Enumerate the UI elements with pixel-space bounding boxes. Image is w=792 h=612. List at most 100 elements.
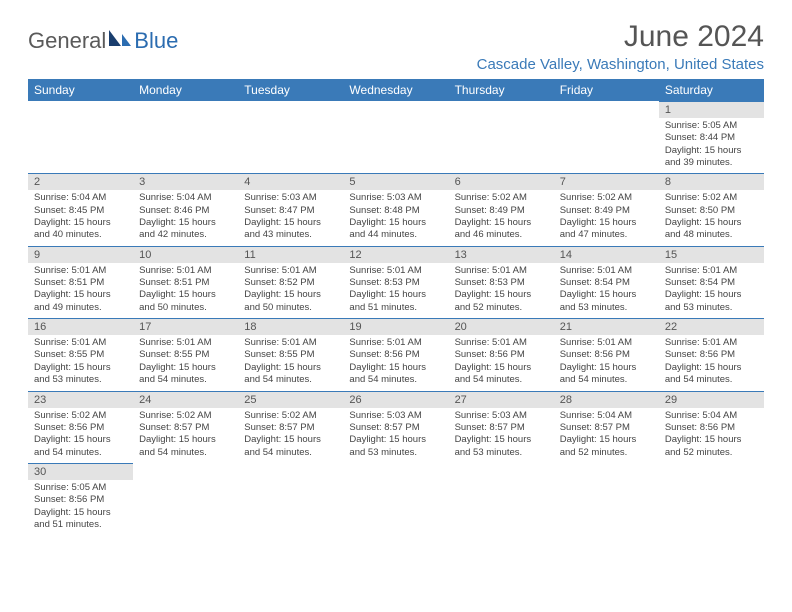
daylight-line: Daylight: 15 hours and 53 minutes. bbox=[665, 289, 758, 314]
weekday-header-row: Sunday Monday Tuesday Wednesday Thursday… bbox=[28, 79, 764, 101]
sunrise-line: Sunrise: 5:01 AM bbox=[349, 337, 442, 349]
day-number: 2 bbox=[28, 173, 133, 190]
sunset-line: Sunset: 8:48 PM bbox=[349, 205, 442, 217]
day-number: 1 bbox=[659, 101, 764, 118]
daylight-line: Daylight: 15 hours and 53 minutes. bbox=[455, 434, 548, 459]
day-number: 13 bbox=[449, 246, 554, 263]
location-label: Cascade Valley, Washington, United State… bbox=[477, 56, 764, 73]
daylight-line: Daylight: 15 hours and 54 minutes. bbox=[34, 434, 127, 459]
daylight-line: Daylight: 15 hours and 54 minutes. bbox=[244, 434, 337, 459]
sunset-line: Sunset: 8:57 PM bbox=[455, 422, 548, 434]
sunset-line: Sunset: 8:51 PM bbox=[139, 277, 232, 289]
daylight-line: Daylight: 15 hours and 52 minutes. bbox=[455, 289, 548, 314]
sunrise-line: Sunrise: 5:01 AM bbox=[665, 265, 758, 277]
daylight-line: Daylight: 15 hours and 54 minutes. bbox=[665, 362, 758, 387]
sunset-line: Sunset: 8:49 PM bbox=[455, 205, 548, 217]
daylight-line: Daylight: 15 hours and 54 minutes. bbox=[455, 362, 548, 387]
day-content: Sunrise: 5:01 AMSunset: 8:53 PMDaylight:… bbox=[343, 263, 448, 318]
daylight-line: Daylight: 15 hours and 52 minutes. bbox=[560, 434, 653, 459]
day-content: Sunrise: 5:02 AMSunset: 8:57 PMDaylight:… bbox=[238, 408, 343, 463]
weekday-sunday: Sunday bbox=[28, 79, 133, 101]
day-number: 24 bbox=[133, 391, 238, 408]
calendar-cell: 9Sunrise: 5:01 AMSunset: 8:51 PMDaylight… bbox=[28, 246, 133, 318]
calendar-cell: 30Sunrise: 5:05 AMSunset: 8:56 PMDayligh… bbox=[28, 463, 133, 535]
day-number: 4 bbox=[238, 173, 343, 190]
day-number: 9 bbox=[28, 246, 133, 263]
sunset-line: Sunset: 8:55 PM bbox=[34, 349, 127, 361]
weekday-saturday: Saturday bbox=[659, 79, 764, 101]
day-content: Sunrise: 5:01 AMSunset: 8:51 PMDaylight:… bbox=[133, 263, 238, 318]
calendar-cell: 8Sunrise: 5:02 AMSunset: 8:50 PMDaylight… bbox=[659, 173, 764, 245]
sunset-line: Sunset: 8:57 PM bbox=[244, 422, 337, 434]
daylight-line: Daylight: 15 hours and 42 minutes. bbox=[139, 217, 232, 242]
calendar-cell: 25Sunrise: 5:02 AMSunset: 8:57 PMDayligh… bbox=[238, 391, 343, 463]
daylight-line: Daylight: 15 hours and 46 minutes. bbox=[455, 217, 548, 242]
title-block: June 2024 Cascade Valley, Washington, Un… bbox=[477, 20, 764, 73]
sunset-line: Sunset: 8:57 PM bbox=[139, 422, 232, 434]
day-number: 23 bbox=[28, 391, 133, 408]
daylight-line: Daylight: 15 hours and 53 minutes. bbox=[560, 289, 653, 314]
sunrise-line: Sunrise: 5:03 AM bbox=[349, 192, 442, 204]
sunrise-line: Sunrise: 5:05 AM bbox=[34, 482, 127, 494]
sunrise-line: Sunrise: 5:01 AM bbox=[665, 337, 758, 349]
calendar-cell: 6 Sunrise: 5:02 AMSunset: 8:49 PMDaylight… bbox=[449, 173, 554, 245]
calendar-cell: 29Sunrise: 5:04 AMSunset: 8:56 PMDayligh… bbox=[659, 391, 764, 463]
day-content: Sunrise: 5:01 AMSunset: 8:56 PMDaylight:… bbox=[659, 335, 764, 390]
day-content: Sunrise: 5:01 AMSunset: 8:56 PMDaylight:… bbox=[343, 335, 448, 390]
day-content: Sunrise: 5:02 AMSunset: 8:57 PMDaylight:… bbox=[133, 408, 238, 463]
sunset-line: Sunset: 8:56 PM bbox=[34, 422, 127, 434]
sunrise-line: Sunrise: 5:02 AM bbox=[560, 192, 653, 204]
calendar-body: 1Sunrise: 5:05 AMSunset: 8:44 PMDaylight… bbox=[28, 101, 764, 535]
day-content: Sunrise: 5:01 AMSunset: 8:54 PMDaylight:… bbox=[659, 263, 764, 318]
sunrise-line: Sunrise: 5:04 AM bbox=[665, 410, 758, 422]
sunrise-line: Sunrise: 5:01 AM bbox=[139, 337, 232, 349]
sunrise-line: Sunrise: 5:01 AM bbox=[244, 265, 337, 277]
calendar-cell bbox=[28, 101, 133, 173]
calendar-cell: 23Sunrise: 5:02 AMSunset: 8:56 PMDayligh… bbox=[28, 391, 133, 463]
sunset-line: Sunset: 8:56 PM bbox=[665, 422, 758, 434]
logo: General Blue bbox=[28, 28, 178, 54]
daylight-line: Daylight: 15 hours and 54 minutes. bbox=[560, 362, 653, 387]
calendar-row: 23Sunrise: 5:02 AMSunset: 8:56 PMDayligh… bbox=[28, 391, 764, 463]
day-number: 8 bbox=[659, 173, 764, 190]
daylight-line: Daylight: 15 hours and 54 minutes. bbox=[349, 362, 442, 387]
header: General Blue June 2024 Cascade Valley, W… bbox=[28, 20, 764, 73]
calendar-cell: 7Sunrise: 5:02 AMSunset: 8:49 PMDaylight… bbox=[554, 173, 659, 245]
sunset-line: Sunset: 8:53 PM bbox=[349, 277, 442, 289]
day-number: 6 bbox=[449, 173, 554, 190]
day-number: 22 bbox=[659, 318, 764, 335]
weekday-thursday: Thursday bbox=[449, 79, 554, 101]
day-content: Sunrise: 5:02 AMSunset: 8:56 PMDaylight:… bbox=[28, 408, 133, 463]
sunrise-line: Sunrise: 5:01 AM bbox=[455, 337, 548, 349]
day-content: Sunrise: 5:05 AMSunset: 8:56 PMDaylight:… bbox=[28, 480, 133, 535]
day-content: Sunrise: 5:03 AMSunset: 8:47 PMDaylight:… bbox=[238, 190, 343, 245]
day-number: 20 bbox=[449, 318, 554, 335]
sunset-line: Sunset: 8:57 PM bbox=[349, 422, 442, 434]
weekday-tuesday: Tuesday bbox=[238, 79, 343, 101]
sunrise-line: Sunrise: 5:03 AM bbox=[455, 410, 548, 422]
sunset-line: Sunset: 8:56 PM bbox=[455, 349, 548, 361]
sunrise-line: Sunrise: 5:01 AM bbox=[560, 265, 653, 277]
sunrise-line: Sunrise: 5:02 AM bbox=[665, 192, 758, 204]
day-number: 10 bbox=[133, 246, 238, 263]
sunrise-line: Sunrise: 5:04 AM bbox=[139, 192, 232, 204]
calendar-cell: 21Sunrise: 5:01 AMSunset: 8:56 PMDayligh… bbox=[554, 318, 659, 390]
sunset-line: Sunset: 8:46 PM bbox=[139, 205, 232, 217]
calendar-cell bbox=[659, 463, 764, 535]
calendar-row: 9Sunrise: 5:01 AMSunset: 8:51 PMDaylight… bbox=[28, 246, 764, 318]
weekday-wednesday: Wednesday bbox=[343, 79, 448, 101]
sunrise-line: Sunrise: 5:01 AM bbox=[455, 265, 548, 277]
daylight-line: Daylight: 15 hours and 51 minutes. bbox=[349, 289, 442, 314]
sunset-line: Sunset: 8:50 PM bbox=[665, 205, 758, 217]
sunrise-line: Sunrise: 5:02 AM bbox=[455, 192, 548, 204]
day-content: Sunrise: 5:04 AMSunset: 8:45 PMDaylight:… bbox=[28, 190, 133, 245]
day-number: 27 bbox=[449, 391, 554, 408]
calendar-cell: 20 Sunrise: 5:01 AMSunset: 8:56 PMDayligh… bbox=[449, 318, 554, 390]
calendar-cell: 14Sunrise: 5:01 AMSunset: 8:54 PMDayligh… bbox=[554, 246, 659, 318]
daylight-line: Daylight: 15 hours and 54 minutes. bbox=[244, 362, 337, 387]
calendar-cell bbox=[449, 463, 554, 535]
calendar-cell: 19Sunrise: 5:01 AMSunset: 8:56 PMDayligh… bbox=[343, 318, 448, 390]
daylight-line: Daylight: 15 hours and 43 minutes. bbox=[244, 217, 337, 242]
weekday-friday: Friday bbox=[554, 79, 659, 101]
calendar-cell: 17Sunrise: 5:01 AMSunset: 8:55 PMDayligh… bbox=[133, 318, 238, 390]
